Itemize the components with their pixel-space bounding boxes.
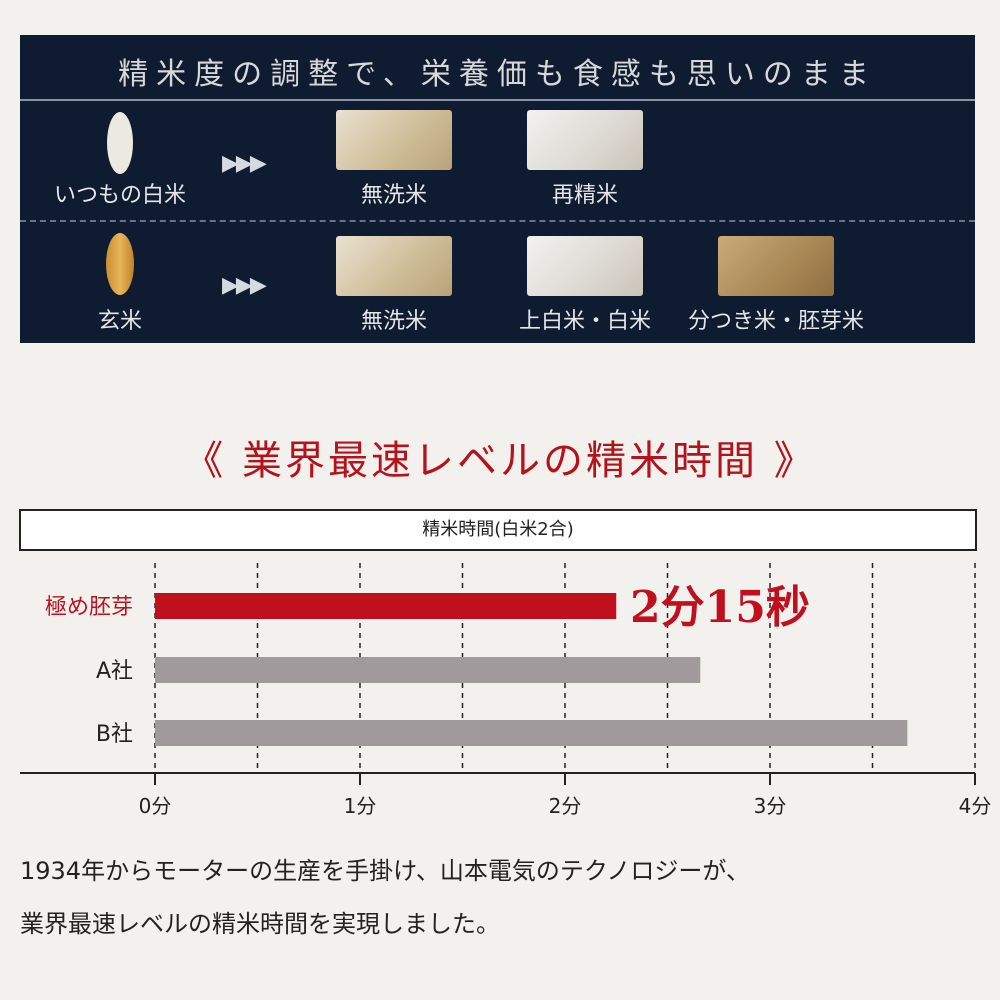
chart-title: 精米時間(白米2合)	[19, 509, 977, 551]
x-tick-label: 4分	[959, 794, 992, 818]
output-label: 無洗米	[360, 183, 427, 208]
x-tick-label: 1分	[344, 794, 377, 818]
source-label: 玄米	[97, 309, 142, 334]
x-tick-label: 0分	[139, 794, 172, 818]
x-tick-label: 2分	[549, 794, 582, 818]
output-label: 分つき米・胚芽米	[687, 309, 864, 334]
source-label: いつもの白米	[53, 183, 186, 208]
white-rice-image	[527, 236, 643, 296]
rice-polishing-panel: 精米度の調整で、栄養価も食感も思いのまま いつもの白米 ▶▶▶ 無洗米 再精米 …	[20, 35, 975, 343]
resaimai-image	[527, 110, 643, 170]
germ-rice-image	[718, 236, 834, 296]
bar	[155, 593, 617, 619]
category-label: A社	[96, 659, 133, 684]
bar-annotation: 2分15秒	[630, 582, 810, 633]
divider	[20, 99, 975, 101]
output-label: 再精米	[551, 183, 618, 208]
arrow-icon: ▶▶▶	[222, 273, 267, 298]
category-label: 極め胚芽	[45, 595, 133, 620]
panel-title: 精米度の調整で、栄養価も食感も思いのまま	[118, 57, 877, 92]
x-tick-label: 3分	[754, 794, 787, 818]
footer-line: 1934年からモーターの生産を手掛け、山本電気のテクノロジーが、	[20, 857, 750, 885]
white-rice-grain-icon	[107, 112, 133, 174]
category-label: B社	[96, 722, 133, 747]
section-heading: 《 業界最速レベルの精米時間 》	[183, 438, 817, 484]
dashed-divider	[20, 220, 975, 222]
bar	[155, 720, 908, 746]
brown-rice-grain-icon	[106, 233, 134, 295]
footer-line: 業界最速レベルの精米時間を実現しました。	[20, 910, 500, 938]
musenmai-image	[336, 236, 452, 296]
output-label: 無洗米	[360, 309, 427, 334]
musenmai-image	[336, 110, 452, 170]
footer-text: 1934年からモーターの生産を手掛け、山本電気のテクノロジーが、 業界最速レベル…	[20, 845, 750, 951]
output-label: 上白米・白米	[518, 309, 651, 334]
bar	[155, 657, 701, 683]
arrow-icon: ▶▶▶	[222, 151, 267, 176]
